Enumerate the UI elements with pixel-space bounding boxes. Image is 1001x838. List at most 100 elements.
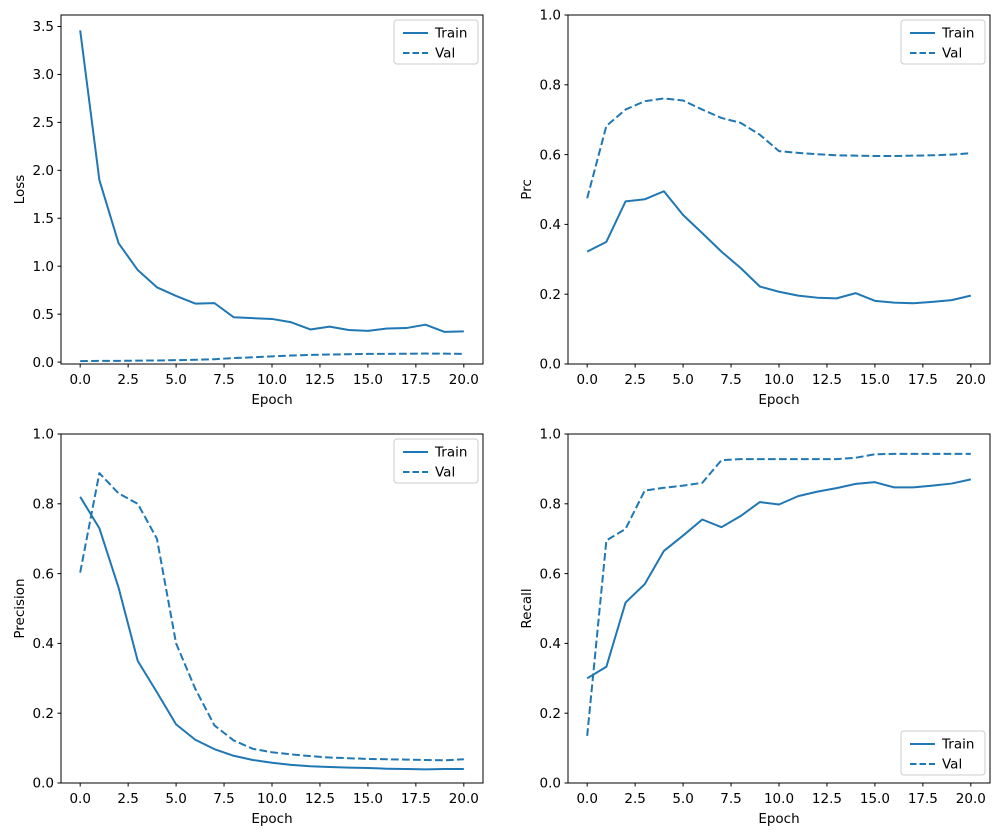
recall-val-line [586,452,971,736]
legend-val-label: Val [942,46,962,62]
y-tick-label: 2.5 [33,115,54,131]
x-tick-label: 7.5 [213,372,234,388]
x-tick-label: 20.0 [956,791,986,807]
recall-x-ticks: 0.0 2.5 5.0 7.5 10.0 12.5 15.0 17.5 20.0 [576,783,986,807]
recall-ylabel: Recall [519,588,535,628]
x-tick-label: 10.0 [764,791,794,807]
legend-val-label: Val [435,46,455,62]
x-tick-label: 10.0 [257,791,287,807]
x-tick-label: 0.0 [576,372,597,388]
x-tick-label: 15.0 [353,372,383,388]
chart-prc: 0.0 2.5 5.0 7.5 10.0 12.5 15.0 17.5 20.00.00.20.… [519,8,991,408]
precision-legend: Train Val [393,438,479,484]
y-tick-label: 0.8 [540,78,561,94]
x-tick-label: 0.0 [576,791,597,807]
loss-legend: Train Val [393,19,479,65]
y-tick-label: 0.0 [540,357,561,373]
x-tick-label: 17.5 [401,791,431,807]
x-tick-label: 20.0 [956,372,986,388]
loss-xlabel: Epoch [251,392,292,408]
x-tick-label: 5.0 [165,372,186,388]
subplot-recall: 0.0 2.5 5.0 7.5 10.0 12.5 15.0 17.5 20.0 0.0 0.2 0.… [501,419,1001,838]
x-tick-label: 12.5 [305,791,335,807]
x-tick-label: 5.0 [672,372,693,388]
x-tick-label: 2.5 [624,372,645,388]
x-tick-label: 5.0 [672,791,693,807]
x-tick-label: 17.5 [908,791,938,807]
y-tick-label: 0.6 [540,566,561,582]
y-tick-label: 0.8 [33,497,54,513]
y-tick-label: 0.4 [540,217,561,233]
x-tick-label: 7.5 [213,791,234,807]
legend-val-label: Val [942,757,962,773]
x-tick-label: 15.0 [860,791,890,807]
chart-recall: 0.0 2.5 5.0 7.5 10.0 12.5 15.0 17.5 20.0 0.0 0.2 0.… [519,427,991,827]
precision-xlabel: Epoch [251,811,292,827]
y-tick-label: 0.4 [33,636,54,652]
y-tick-label: 0.6 [540,147,561,163]
y-tick-label: 3.0 [33,67,54,83]
x-tick-label: 7.5 [720,372,741,388]
x-tick-label: 17.5 [401,372,431,388]
y-tick-label: 0.2 [33,706,54,722]
precision-val-line [79,472,464,762]
x-tick-label: 2.5 [117,372,138,388]
x-tick-label: 0.0 [69,372,90,388]
legend-train-label: Train [434,445,467,461]
chart-loss: 0.0 2.5 5.0 7.5 10.0 12.5 15.0 17.5 20.0 0.0 0.5 1.… [12,14,484,408]
loss-train-line [79,30,464,333]
recall-xlabel: Epoch [758,811,799,827]
y-tick-label: 3.5 [33,19,54,35]
recall-series [586,452,972,736]
prc-axes-box [567,14,991,365]
y-tick-label: 1.0 [540,427,561,443]
x-tick-label: 7.5 [720,791,741,807]
x-tick-label: 10.0 [257,372,287,388]
precision-ylabel: Precision [12,578,28,638]
y-tick-label: 0.8 [540,497,561,513]
y-tick-label: 1.5 [33,211,54,227]
x-tick-label: 5.0 [165,791,186,807]
loss-ylabel: Loss [12,175,28,205]
chart-precision: 0.0 2.5 5.0 7.5 10.0 12.5 15.0 17.5 20.00.00.20.… [12,427,484,827]
x-tick-label: 2.5 [117,791,138,807]
precision-y-ticks: 0.0 0.2 0.4 0.6 0.8 1.0 [33,427,61,792]
x-tick-label: 12.5 [812,372,842,388]
x-tick-label: 15.0 [860,372,890,388]
prc-train-line [586,190,972,305]
loss-y-ticks: 0.0 0.5 1.0 1.5 2.0 2.5 3.0 3.5 [33,19,61,371]
subplot-loss: 0.0 2.5 5.0 7.5 10.0 12.5 15.0 17.5 20.0 0.0 0.5 1.… [0,0,500,419]
x-tick-label: 17.5 [908,372,938,388]
subplot-prc: 0.0 2.5 5.0 7.5 10.0 12.5 15.0 17.5 20.0 0.0 0.2 0.… [501,0,1001,419]
x-tick-label: 15.0 [353,791,383,807]
y-tick-label: 0.6 [33,566,54,582]
legend-train-label: Train [434,26,467,42]
y-tick-label: 1.0 [540,8,561,24]
y-tick-label: 0.2 [540,287,561,303]
prc-ylabel: Prc [519,179,535,200]
legend-train-label: Train [941,26,974,42]
recall-y-ticks: 0.0 0.2 0.4 0.6 0.8 1.0 [540,427,568,792]
x-tick-label: 12.5 [812,791,842,807]
prc-val-line [586,97,971,199]
prc-legend: Train Val [900,19,986,65]
recall-legend: Train Val [900,730,986,776]
x-tick-label: 20.0 [449,372,479,388]
y-tick-label: 0.0 [540,776,561,792]
legend-train-label: Train [941,737,974,753]
y-tick-label: 1.0 [33,427,54,443]
prc-y-ticks: 0.0 0.2 0.4 0.6 0.8 1.0 [540,8,568,373]
x-tick-label: 2.5 [624,791,645,807]
x-tick-label: 10.0 [764,372,794,388]
x-tick-label: 20.0 [449,791,479,807]
y-tick-label: 0.2 [540,706,561,722]
y-tick-label: 0.0 [33,355,54,371]
precision-x-ticks: 0.0 2.5 5.0 7.5 10.0 12.5 15.0 17.5 20.0 [69,783,479,807]
legend-val-label: Val [435,465,455,481]
y-tick-label: 1.0 [33,259,54,275]
recall-train-line [586,478,972,680]
loss-val-line [80,352,464,363]
y-tick-label: 2.0 [33,163,54,179]
precision-series [79,472,464,771]
